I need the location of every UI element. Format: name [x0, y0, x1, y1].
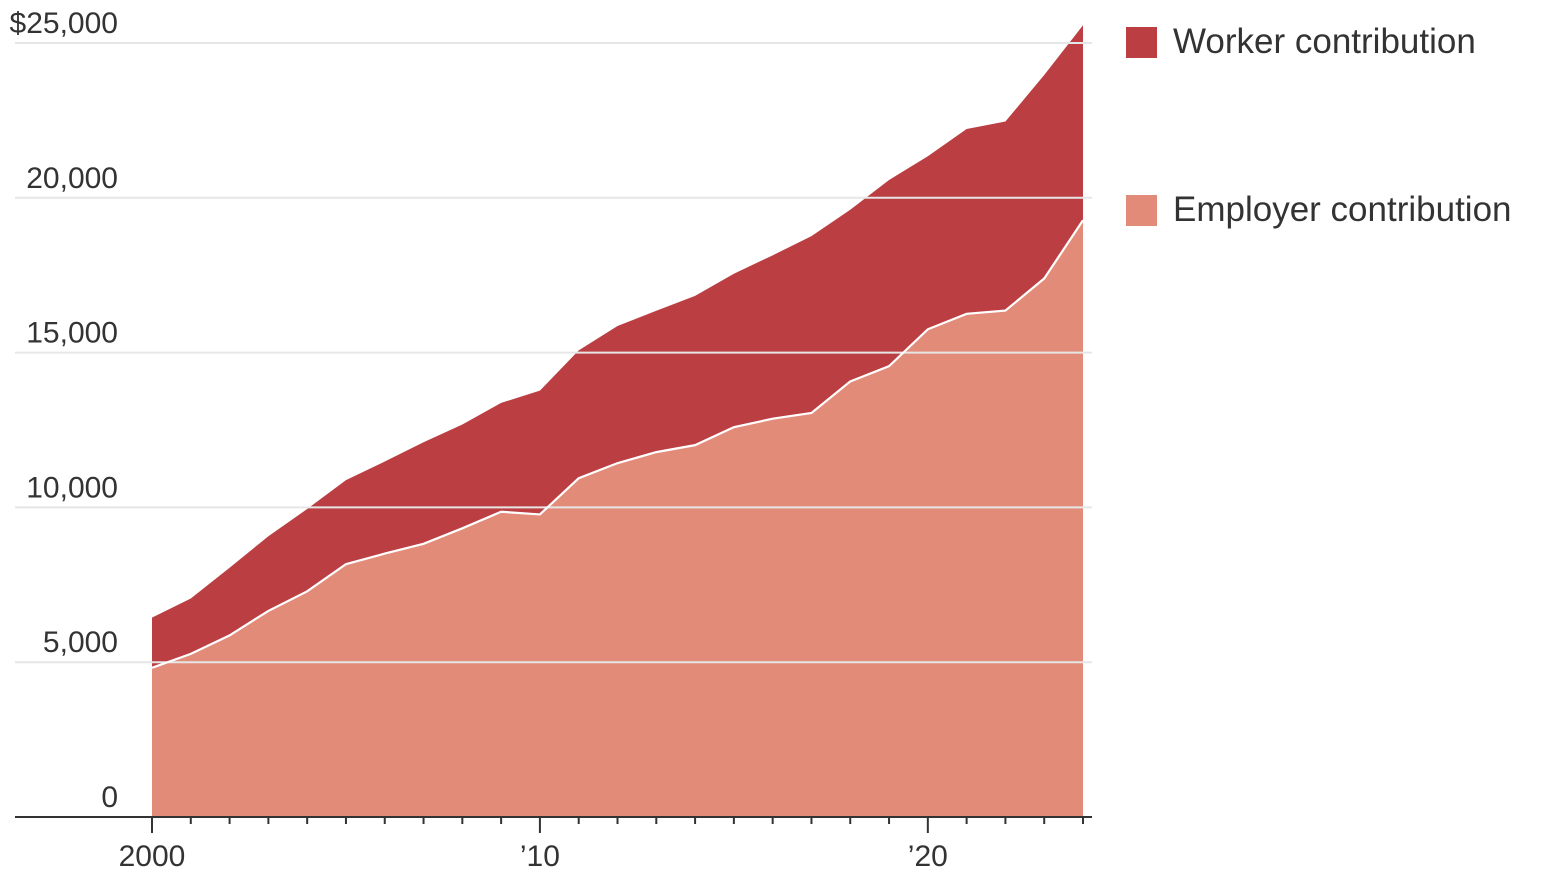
y-tick-label-1: 5,000	[43, 626, 118, 659]
x-tick-label-2: ’20	[908, 840, 948, 870]
legend-swatch-employer	[1126, 194, 1157, 226]
legend-label-employer: Employer contribution	[1173, 190, 1512, 229]
x-tick-label-1: ’10	[520, 840, 560, 870]
x-tick-label-0: 2000	[119, 840, 186, 870]
y-tick-label-5: $25,000	[10, 7, 118, 40]
area-employer-contribution	[152, 220, 1083, 818]
legend-item-employer: Employer contribution	[1126, 190, 1512, 230]
legend-label-worker: Worker contribution	[1173, 22, 1476, 61]
y-tick-label-2: 10,000	[26, 471, 118, 504]
y-tick-label-4: 20,000	[26, 162, 118, 195]
y-tick-label-3: 15,000	[26, 317, 118, 350]
legend-item-worker: Worker contribution	[1126, 22, 1476, 62]
series-boundary-line	[151, 219, 1084, 669]
y-tick-label-0: 0	[101, 781, 118, 814]
legend-swatch-worker	[1126, 26, 1157, 58]
